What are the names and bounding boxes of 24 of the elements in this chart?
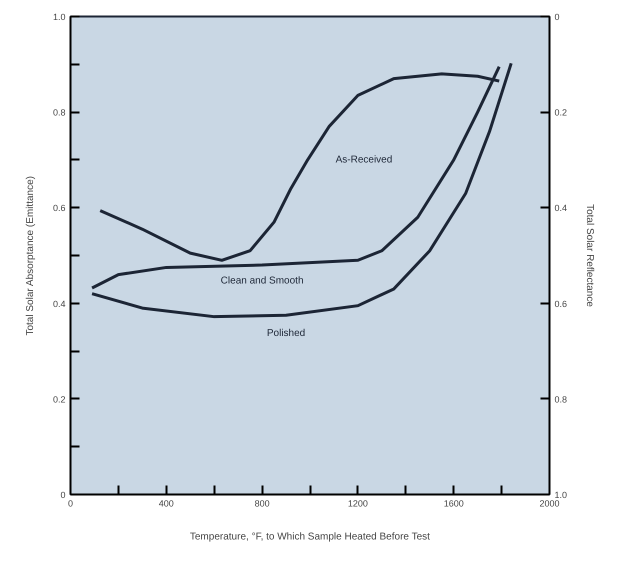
y2-tick-label: 0	[554, 12, 560, 22]
y-tick-label: 0.8	[52, 108, 66, 118]
x-tick-label: 0	[68, 498, 74, 508]
y-tick-label: 0.2	[52, 394, 66, 404]
y2-tick-label: 1.0	[554, 490, 568, 500]
y2-tick-label: 0.6	[554, 298, 568, 309]
y-tick-label: 0.4	[52, 298, 66, 309]
x-tick-label: 400	[158, 498, 174, 508]
y-axis-title: Total Solar Absorptance (Emittance)	[24, 176, 36, 336]
y2-axis-title: Total Solar Reflectance	[584, 204, 596, 308]
x-tick-label: 800	[254, 498, 270, 508]
x-tick-label: 2000	[539, 498, 560, 508]
x-tick-label: 1600	[444, 498, 464, 508]
y2-tick-label: 0.2	[554, 108, 568, 118]
y-tick-label: 0.6	[52, 203, 66, 214]
y-tick-label: 0	[60, 490, 66, 500]
y2-tick-label: 0.8	[554, 394, 568, 404]
x-tick-label: 1200	[348, 498, 368, 508]
series-label: Clean and Smooth	[220, 276, 304, 287]
series-label: Polished	[266, 328, 306, 339]
y2-tick-label: 0.4	[554, 203, 568, 214]
y-tick-label: 1.0	[52, 12, 66, 22]
x-axis-title: Temperature, °F, to Which Sample Heated Before Test	[190, 532, 430, 542]
text: As-Received	[336, 154, 392, 166]
